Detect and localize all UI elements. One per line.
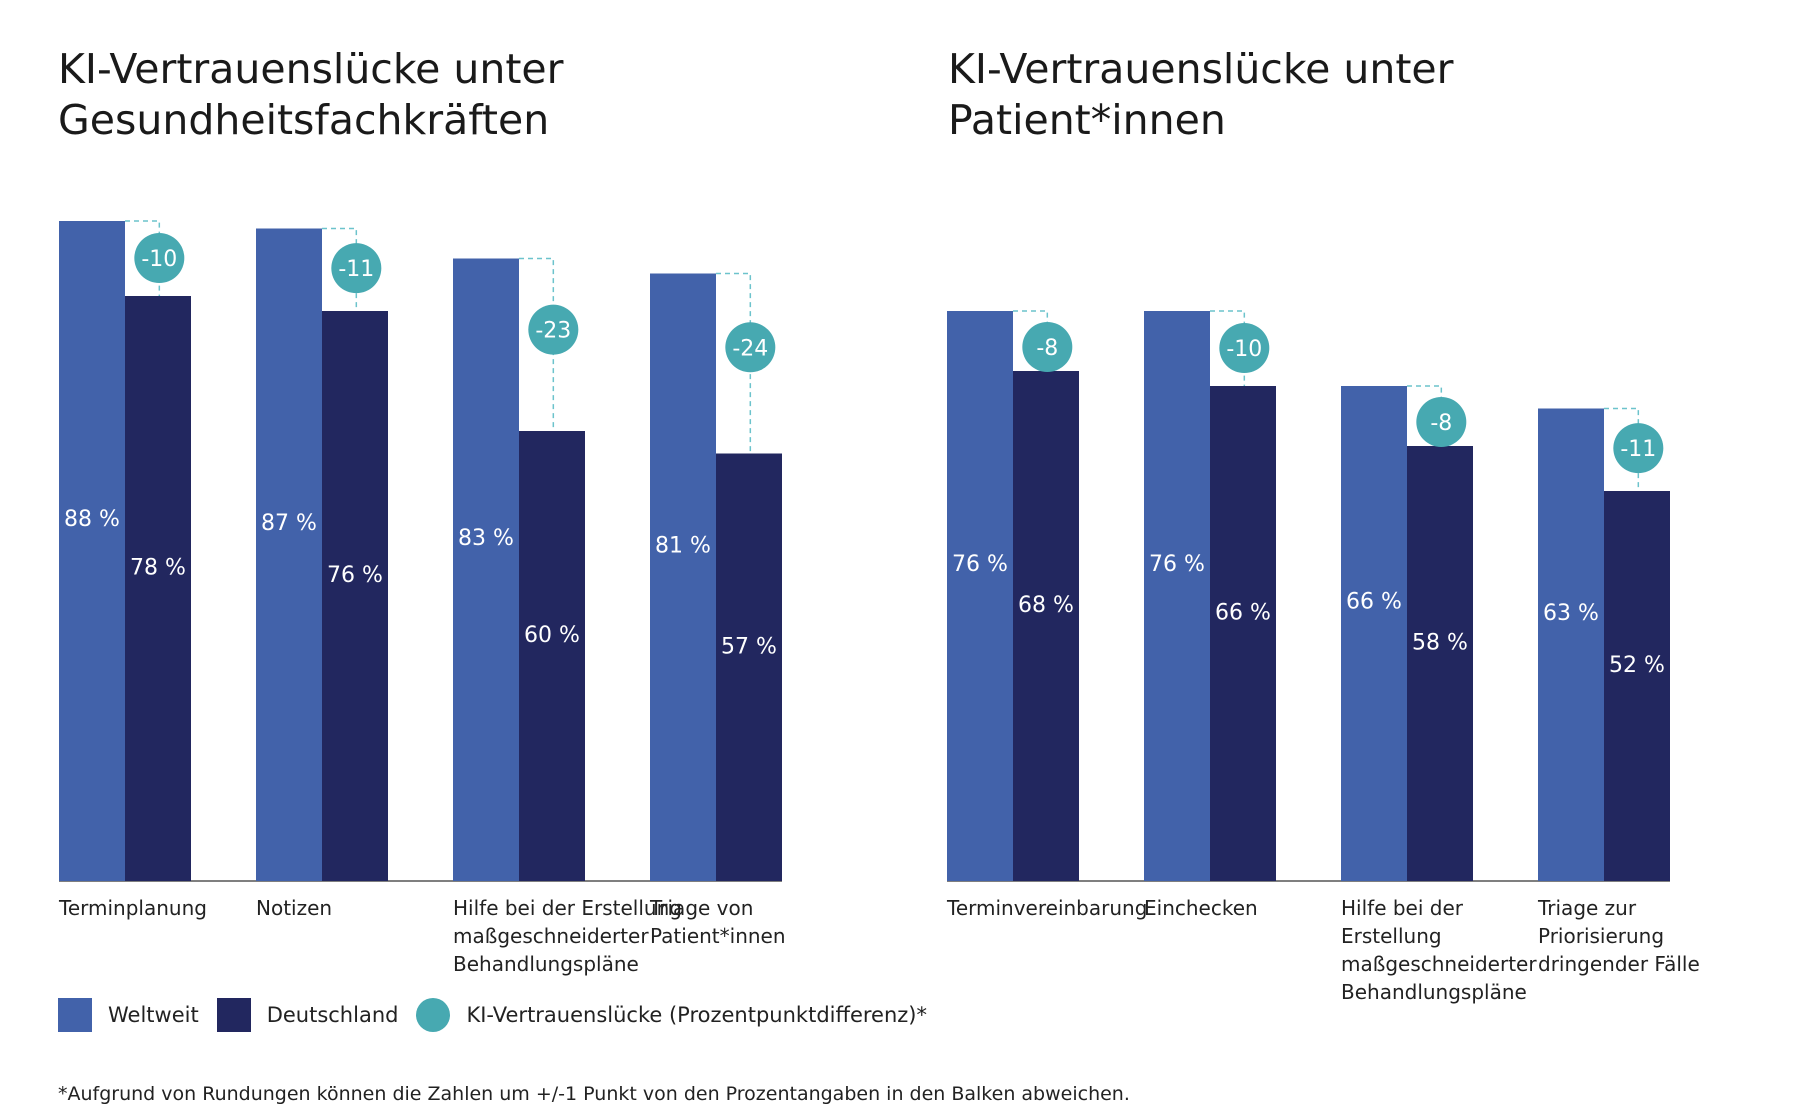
- bar-weltweit: [453, 258, 519, 881]
- bar-deutschland: [519, 431, 585, 881]
- title-line: KI-Vertrauenslücke unter: [58, 45, 564, 93]
- bar-weltweit: [1341, 386, 1407, 881]
- legend-swatch-gap: [416, 998, 451, 1032]
- gap-value-label: -10: [1226, 337, 1262, 362]
- bar-weltweit: [256, 228, 322, 881]
- legend-swatch-worldwide: [58, 998, 92, 1032]
- gap-circle: [1416, 397, 1467, 447]
- gap-circle: [725, 322, 776, 373]
- bar-value-label-deutschland: 60 %: [524, 623, 580, 648]
- bar-deutschland: [125, 296, 191, 881]
- bar-value-label-weltweit: 87 %: [261, 511, 317, 536]
- gap-value-label: -10: [141, 247, 177, 272]
- category-label: Notizen: [256, 896, 332, 920]
- gap-circle: [528, 304, 579, 355]
- bar-weltweit: [947, 311, 1013, 881]
- legend-label-germany: Deutschland: [266, 1003, 399, 1027]
- gap-connector: [716, 272, 752, 454]
- category-label: Terminplanung: [58, 896, 207, 920]
- category-label: maßgeschneiderter: [1341, 952, 1537, 976]
- bar-value-label-deutschland: 76 %: [327, 563, 383, 588]
- bar-value-label-weltweit: 66 %: [1346, 590, 1402, 615]
- category-label: Triage zur: [1537, 896, 1637, 920]
- category-label: Hilfe bei der: [1341, 896, 1464, 920]
- bar-deutschland: [322, 311, 388, 881]
- gap-circle: [1219, 323, 1270, 374]
- legend-swatch-germany: [216, 998, 251, 1032]
- bar-weltweit: [59, 221, 125, 881]
- category-label: Priorisierung: [1538, 924, 1664, 948]
- bar-deutschland: [1013, 371, 1079, 881]
- bar-value-label-weltweit: 76 %: [1149, 552, 1205, 577]
- gap-circle: [1022, 322, 1073, 372]
- category-label: Terminvereinbarung: [946, 896, 1147, 920]
- title-line: Patient*innen: [948, 96, 1226, 144]
- bar-value-label-weltweit: 63 %: [1543, 601, 1599, 626]
- bar-value-label-deutschland: 68 %: [1018, 593, 1074, 618]
- title-line: KI-Vertrauenslücke unter: [948, 45, 1454, 93]
- category-label: Triage von: [649, 896, 753, 920]
- category-label: Patient*innen: [650, 924, 786, 948]
- category-label: Behandlungspläne: [1341, 980, 1527, 1004]
- legend: Weltweit Deutschland KI-Vertrauenslücke …: [58, 998, 945, 1032]
- bar-value-label-weltweit: 83 %: [458, 526, 514, 551]
- gap-connector: [1604, 407, 1640, 491]
- gap-connector: [322, 227, 358, 311]
- category-label: maßgeschneiderter: [453, 924, 649, 948]
- bar-weltweit: [1144, 311, 1210, 881]
- bar-value-label-deutschland: 52 %: [1609, 653, 1665, 678]
- bar-deutschland: [1407, 446, 1473, 881]
- bar-value-label-deutschland: 58 %: [1412, 631, 1468, 656]
- legend-label-gap: KI-Vertrauenslücke (Prozentpunktdifferen…: [466, 1003, 927, 1027]
- chart-title-professionals: KI-Vertrauenslücke unter Gesundheitsfach…: [58, 44, 758, 146]
- bar-value-label-weltweit: 88 %: [64, 507, 120, 532]
- category-label: Erstellung: [1341, 924, 1442, 948]
- gap-value-label: -23: [535, 319, 571, 344]
- bar-value-label-deutschland: 57 %: [721, 634, 777, 659]
- category-label: Behandlungspläne: [453, 952, 639, 976]
- bar-value-label-weltweit: 76 %: [952, 552, 1008, 577]
- bar-deutschland: [1210, 386, 1276, 881]
- category-label: Einchecken: [1144, 896, 1258, 920]
- bar-deutschland: [1604, 491, 1670, 881]
- bar-value-label-deutschland: 78 %: [130, 556, 186, 581]
- bar-value-label-deutschland: 66 %: [1215, 601, 1271, 626]
- bar-deutschland: [716, 453, 782, 881]
- gap-connector: [519, 257, 555, 431]
- gap-value-label: -24: [732, 336, 768, 361]
- gap-value-label: -8: [1430, 411, 1452, 436]
- gap-value-label: -8: [1036, 336, 1058, 361]
- gap-circle: [331, 243, 382, 294]
- gap-value-label: -11: [1620, 437, 1656, 462]
- gap-value-label: -11: [338, 257, 374, 282]
- category-label: dringender Fälle: [1538, 952, 1700, 976]
- gap-circle: [134, 233, 185, 284]
- gap-circle: [1613, 423, 1664, 474]
- legend-label-worldwide: Weltweit: [108, 1003, 199, 1027]
- category-label: Hilfe bei der Erstellung: [453, 896, 682, 920]
- footnote: *Aufgrund von Rundungen können die Zahle…: [58, 1083, 1130, 1105]
- title-line: Gesundheitsfachkräften: [58, 96, 550, 144]
- bar-value-label-weltweit: 81 %: [655, 533, 711, 558]
- chart-title-patients: KI-Vertrauenslücke unter Patient*innen: [948, 44, 1648, 146]
- bar-weltweit: [1538, 408, 1604, 881]
- bar-weltweit: [650, 273, 716, 881]
